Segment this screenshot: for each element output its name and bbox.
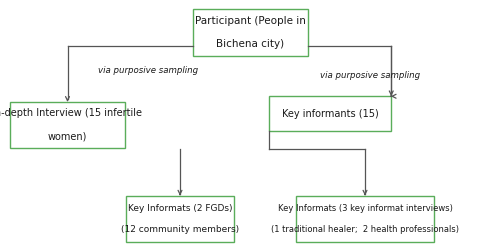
FancyBboxPatch shape	[192, 9, 308, 56]
Text: In-depth Interview (15 infertile

women): In-depth Interview (15 infertile women)	[0, 108, 142, 142]
Text: Key Informats (3 key informat interviews)

(1 traditional healer;  2 health prof: Key Informats (3 key informat interviews…	[271, 204, 459, 234]
Text: via purposive sampling: via purposive sampling	[98, 66, 198, 75]
Text: via purposive sampling: via purposive sampling	[320, 71, 420, 80]
Text: Participant (People in

Bichena city): Participant (People in Bichena city)	[194, 16, 306, 49]
FancyBboxPatch shape	[269, 96, 392, 131]
FancyBboxPatch shape	[296, 196, 434, 242]
FancyBboxPatch shape	[126, 196, 234, 242]
Text: Key informants (15): Key informants (15)	[282, 109, 378, 119]
FancyBboxPatch shape	[10, 102, 125, 148]
Text: Key Informats (2 FGDs)

(12 community members): Key Informats (2 FGDs) (12 community mem…	[121, 204, 239, 234]
